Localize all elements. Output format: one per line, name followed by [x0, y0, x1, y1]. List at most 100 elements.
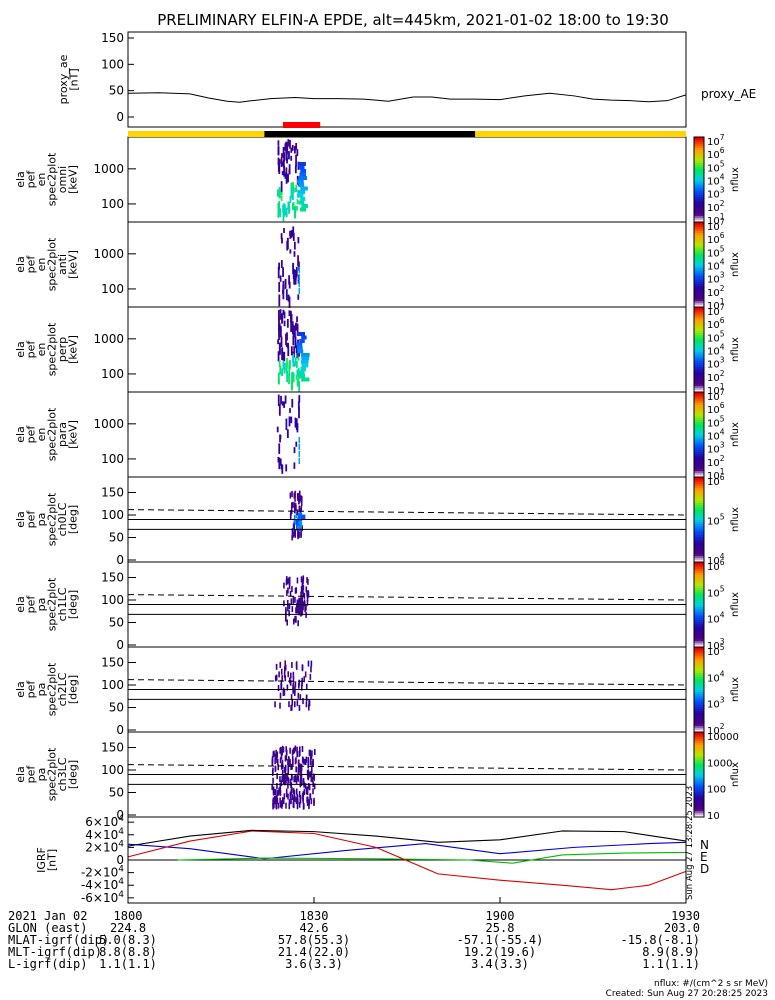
pa-pixel: [300, 530, 302, 537]
pa-pixel: [303, 592, 306, 599]
spec-ytick-label: 100: [101, 197, 124, 211]
footer-cell: -15.8(-8.1): [621, 933, 700, 947]
colorbar-swatch: [694, 644, 704, 648]
colorbar-swatch: [694, 385, 704, 389]
spec-core: [298, 288, 300, 294]
colorbar-swatch: [694, 666, 704, 669]
colorbar-swatch: [694, 338, 704, 342]
pa-pixel: [279, 702, 281, 709]
spec-pixel: [295, 345, 298, 354]
pa-pixel: [274, 675, 277, 682]
colorbar-swatch: [694, 523, 704, 527]
pa-pixel: [273, 796, 276, 803]
panel-1-frame: [127, 136, 687, 223]
pa-pixel: [303, 758, 305, 765]
pa-ytick-label: 50: [109, 786, 124, 800]
colorbar-swatch: [694, 559, 704, 563]
colorbar-swatch: [694, 332, 704, 336]
spec-pixel: [282, 159, 285, 168]
colorbar-swatch: [694, 460, 704, 463]
colorbar-swatch: [694, 243, 704, 246]
colorbar-swatch: [694, 179, 704, 183]
spec-pixel: [284, 395, 287, 404]
colorbar-swatch: [694, 487, 704, 491]
colorbar-swatch: [694, 625, 704, 629]
pa-pixel: [304, 606, 306, 613]
spec-pixel: [277, 161, 280, 166]
colorbar-swatch: [694, 398, 704, 401]
colorbar-swatch: [694, 168, 704, 172]
colorbar-label: nflux: [730, 677, 741, 702]
panel-4-frame: [127, 391, 687, 478]
pa-pixel: [307, 762, 310, 769]
panel-9-ylabel: IGRF[nT]: [35, 847, 59, 873]
panel-0-ylabel: proxy_ae[nT]: [57, 54, 81, 104]
colorbar-swatch: [694, 517, 704, 520]
pa-pixel: [280, 684, 283, 691]
spec-pixel: [286, 429, 289, 439]
colorbar-swatch: [694, 211, 704, 214]
spec-core: [301, 377, 310, 382]
pa-pixel: [292, 797, 295, 804]
spec-pixel: [277, 145, 280, 153]
pa-pixel: [307, 782, 310, 789]
pa-pixel: [284, 764, 287, 771]
pa-pixel: [277, 764, 280, 771]
pa-pixel: [310, 753, 313, 760]
pa-pixel: [306, 786, 309, 793]
colorbar-swatch: [694, 362, 704, 365]
pa-pixel: [284, 770, 287, 777]
spec-pixel: [280, 195, 283, 201]
colorbar-swatch: [694, 185, 704, 189]
pa-pixel: [299, 750, 301, 757]
pa-pixel: [298, 531, 300, 538]
pa-pixel: [285, 802, 287, 809]
pa-pixel: [296, 577, 299, 584]
colorbar-swatch: [694, 712, 704, 716]
colorbar-swatch: [694, 814, 704, 818]
colorbar-swatch: [694, 449, 704, 452]
spec-pixel: [290, 346, 293, 356]
spec-pixel: [278, 200, 281, 210]
spec-pixel: [278, 343, 281, 355]
colorbar-tick-label: 103: [707, 637, 725, 652]
colorbar-swatch: [694, 400, 704, 404]
pa-pixel: [290, 798, 292, 805]
spec-pixel: [291, 144, 294, 151]
colorbar-swatch: [694, 251, 704, 255]
spec-pixel: [279, 208, 282, 218]
colorbar-tick-label: 106: [707, 473, 725, 488]
spec-pixel: [284, 172, 287, 179]
spec-pixel: [287, 139, 290, 147]
spec-pixel: [285, 167, 288, 174]
pa-pixel: [299, 694, 302, 701]
spec-pixel: [289, 249, 292, 254]
colorbar-swatch: [694, 411, 704, 414]
colorbar-swatch: [694, 457, 704, 461]
spec-pixel: [294, 323, 297, 331]
colorbar-swatch: [694, 608, 704, 612]
colorbar-tick-label: 104: [707, 258, 725, 273]
pa-pixel: [281, 769, 284, 776]
spec-core: [296, 332, 306, 336]
colorbar-swatch: [694, 802, 704, 805]
pa-pixel: [286, 599, 289, 606]
ae-ytick-label: 100: [101, 57, 124, 71]
spec-pixel: [292, 353, 295, 364]
spec-pixel: [297, 354, 300, 361]
spec-pixel: [298, 395, 301, 403]
colorbar-swatch: [694, 774, 704, 778]
colorbar-swatch: [694, 763, 704, 767]
pa-pixel: [311, 760, 313, 767]
colorbar-swatch: [694, 630, 704, 633]
colorbar-tick-label: 107: [707, 133, 725, 148]
pa-pixel: [300, 495, 303, 502]
pa-pixel: [305, 694, 308, 701]
colorbar-swatch: [694, 768, 704, 771]
pa-pixel: [298, 791, 301, 798]
colorbar-swatch: [694, 464, 704, 467]
colorbar-swatch: [694, 360, 704, 363]
spec-pixel: [285, 464, 288, 472]
colorbar-swatch: [694, 753, 704, 756]
